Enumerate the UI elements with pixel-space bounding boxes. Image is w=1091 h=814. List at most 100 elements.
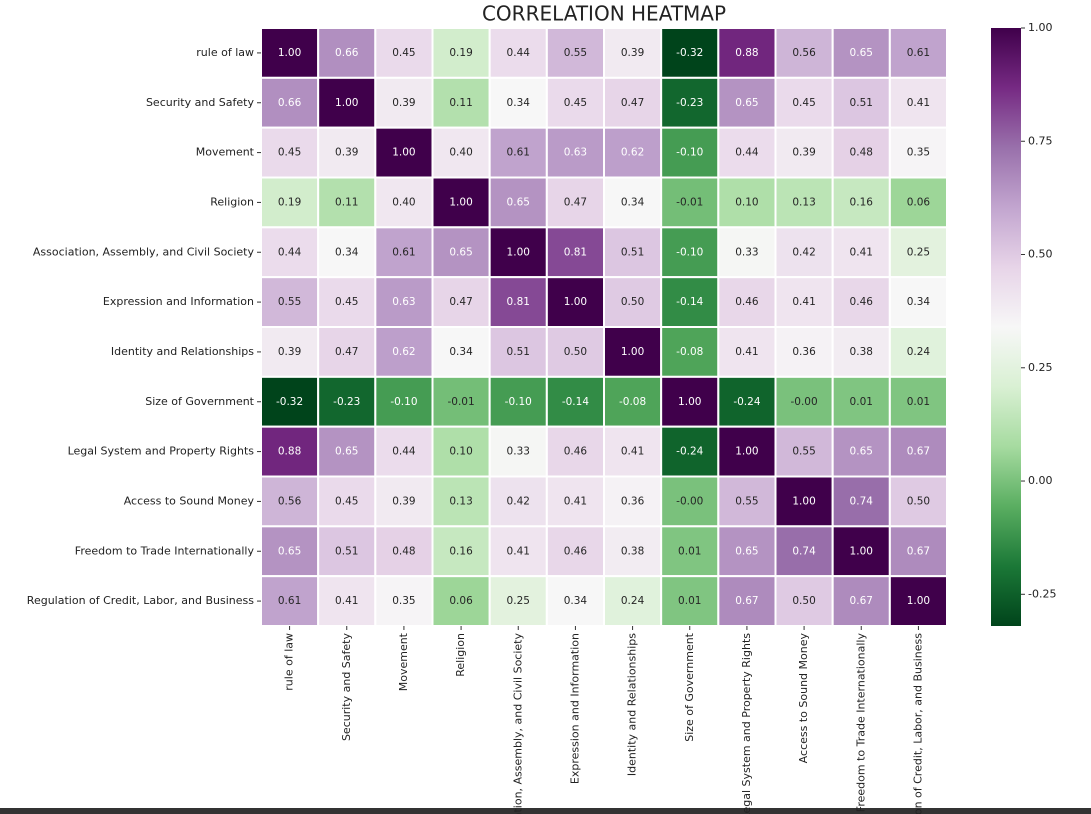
cell-label: 0.45: [335, 296, 358, 308]
heatmap-cell: [374, 375, 434, 428]
cell-label: 0.01: [678, 545, 701, 557]
cell-label: 0.47: [621, 97, 644, 109]
cell-label: 0.45: [335, 495, 358, 507]
heatmap-cell: [717, 276, 777, 328]
cell-label: 0.34: [621, 196, 645, 208]
x-tick-label: Access to Sound Money: [797, 633, 810, 764]
heatmap-cell: [260, 525, 320, 578]
cell-label: 0.67: [907, 446, 930, 458]
cell-label: 0.39: [335, 147, 358, 159]
colorbar-tick-label: 0.00: [1028, 474, 1053, 487]
heatmap-cell: [603, 76, 663, 129]
heatmap-cell: [545, 226, 605, 279]
cell-label: 0.51: [335, 545, 358, 557]
cell-label: 0.88: [278, 446, 301, 458]
heatmap-cell: [603, 525, 663, 578]
heatmap-cell: [660, 475, 720, 528]
cell-label: 0.44: [507, 47, 531, 59]
cell-label: 0.48: [850, 147, 873, 159]
cell-label: 0.01: [850, 396, 873, 408]
colorbar-tick-label: -0.25: [1028, 587, 1056, 600]
heatmap-cell: [431, 76, 491, 129]
heatmap-cell: [603, 276, 663, 328]
cell-label: 1.00: [335, 97, 358, 109]
cell-label: 0.44: [278, 246, 302, 258]
heatmap-cell: [545, 425, 605, 478]
heatmap-cell: [888, 76, 948, 129]
x-tick-label: Regulation of Credit, Labor, and Busines…: [911, 633, 924, 814]
x-tick-label: Association, Assembly, and Civil Society: [511, 633, 524, 814]
cell-label: 0.41: [907, 97, 930, 109]
cell-label: 0.65: [850, 446, 873, 458]
cell-label: 0.39: [392, 495, 415, 507]
cell-label: 0.81: [507, 296, 530, 308]
heatmap-cell: [660, 27, 720, 79]
cell-label: -0.14: [676, 296, 703, 308]
heatmap-cell: [317, 226, 377, 279]
colorbar-tick-label: 0.25: [1028, 361, 1053, 374]
cell-label: 0.41: [507, 545, 530, 557]
cell-label: 0.47: [564, 196, 587, 208]
cell-label: 0.55: [735, 495, 758, 507]
cell-label: 1.00: [278, 47, 301, 59]
cell-label: 0.41: [621, 446, 644, 458]
cell-label: 0.38: [850, 346, 873, 358]
chart-title: CORRELATION HEATMAP: [482, 2, 726, 26]
cell-label: 0.65: [735, 97, 758, 109]
heatmap-cell: [774, 176, 834, 229]
cell-label: 0.74: [850, 495, 874, 507]
cell-label: 0.61: [907, 47, 930, 59]
x-tick-label: Religion: [454, 633, 467, 677]
colorbar-tick-label: 0.75: [1028, 134, 1053, 147]
cell-label: 0.10: [449, 446, 472, 458]
cell-label: -0.08: [676, 346, 703, 358]
heatmap-cell: [717, 525, 777, 578]
heatmap-cell: [603, 425, 663, 478]
cell-label: 1.00: [507, 246, 530, 258]
cell-label: 0.47: [335, 346, 358, 358]
cell-label: 0.62: [392, 346, 415, 358]
cell-label: 0.11: [335, 196, 358, 208]
cell-label: 0.48: [392, 545, 415, 557]
heatmap-cell: [603, 475, 663, 528]
heatmap-cell: [317, 475, 377, 528]
x-tick-label: rule of law: [283, 633, 296, 691]
x-tick-label: Identity and Relationships: [626, 633, 639, 776]
cell-label: 0.45: [792, 97, 815, 109]
cell-label: 0.63: [392, 296, 415, 308]
heatmap-cell: [774, 27, 834, 79]
heatmap-cell: [488, 326, 548, 378]
cell-label: 0.56: [278, 495, 302, 507]
heatmap-cell: [774, 326, 834, 378]
cell-label: 0.10: [735, 196, 758, 208]
cell-label: 0.13: [792, 196, 815, 208]
cell-label: 0.67: [907, 545, 930, 557]
cell-label: 0.45: [392, 47, 415, 59]
y-tick-label: Freedom to Trade Internationally: [75, 544, 255, 557]
heatmap-cell: [317, 425, 377, 478]
cell-label: 0.88: [735, 47, 758, 59]
heatmap-cell: [717, 176, 777, 229]
cell-label: -0.01: [676, 196, 703, 208]
cell-label: -0.00: [790, 396, 817, 408]
heatmap-cell: [888, 475, 948, 528]
cell-label: 1.00: [678, 396, 701, 408]
heatmap-cell: [888, 425, 948, 478]
heatmap-cell: [317, 326, 377, 378]
heatmap-cell: [317, 76, 377, 129]
cell-label: 0.50: [621, 296, 644, 308]
cell-label: 0.55: [564, 47, 587, 59]
heatmap-cell: [603, 126, 663, 179]
cell-label: 0.06: [907, 196, 931, 208]
cell-label: -0.24: [676, 446, 703, 458]
y-tick-label: rule of law: [196, 46, 254, 59]
cell-label: 0.16: [449, 545, 473, 557]
cell-label: -0.10: [505, 396, 532, 408]
cell-label: -0.08: [619, 396, 646, 408]
cell-label: 0.38: [621, 545, 644, 557]
heatmap-cell: [431, 375, 491, 428]
heatmap-cell: [317, 575, 377, 628]
heatmap-cell: [774, 575, 834, 628]
heatmap-cell: [888, 575, 948, 628]
cell-label: 0.51: [850, 97, 873, 109]
